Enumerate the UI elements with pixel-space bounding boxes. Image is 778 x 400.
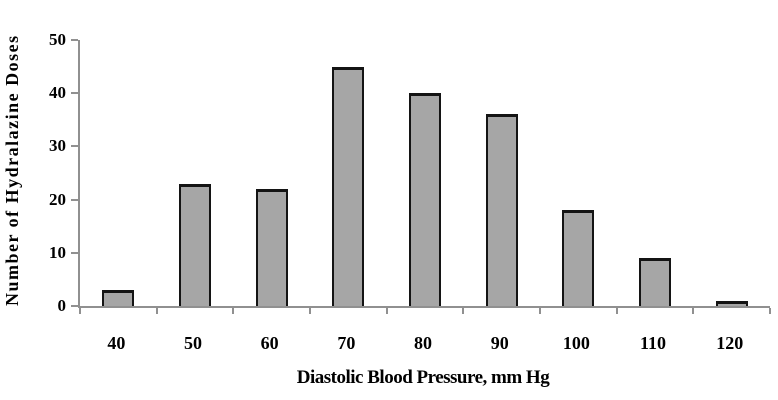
y-axis-tick: [71, 305, 78, 307]
x-axis-tick: [769, 308, 771, 314]
y-tick-label: 20: [49, 189, 66, 209]
x-tick-label: 110: [640, 333, 667, 353]
y-tick-label: 40: [49, 83, 66, 103]
y-tick-label: 0: [57, 296, 67, 315]
y-tick-label: 30: [49, 136, 66, 156]
x-axis-tick: [692, 308, 695, 314]
y-tick-label: 50: [49, 30, 66, 49]
bar-50: [179, 183, 211, 306]
x-axis-tick: [615, 308, 618, 314]
x-axis-tick: [385, 308, 388, 314]
bar-110: [639, 258, 671, 306]
x-tick-label: 50: [184, 333, 202, 353]
x-tick-label: 60: [260, 333, 279, 353]
y-axis-tick: [71, 39, 78, 41]
y-axis-tick: [71, 251, 78, 254]
x-tick-label: 120: [716, 333, 744, 353]
x-tick-label: 90: [490, 333, 509, 353]
plot-area: 0 10 20 30 40 50: [49, 30, 771, 315]
y-tick-label: 10: [49, 242, 66, 262]
bar-70: [332, 66, 365, 306]
x-tick-label: 40: [107, 333, 126, 353]
bar-60: [255, 188, 288, 306]
x-axis-title: Diastolic Blood Pressure, mm Hg: [296, 367, 550, 388]
y-axis-title: Number of Hydralazine Doses: [2, 34, 22, 306]
y-axis-tick: [71, 145, 78, 148]
x-axis-tick: [539, 308, 541, 314]
y-axis-tick: [71, 92, 78, 95]
x-tick-label: 70: [337, 333, 356, 353]
x-tick-label: 100: [562, 333, 590, 353]
x-tick-label: 80: [414, 333, 433, 353]
x-axis-tick: [155, 308, 158, 314]
x-axis-tick: [462, 308, 465, 314]
x-axis-tick: [232, 308, 235, 314]
bar-100: [562, 210, 595, 306]
bar-40: [102, 290, 135, 306]
bar-90: [485, 114, 518, 306]
x-axis-tick: [79, 308, 81, 314]
x-axis-tick: [309, 308, 311, 314]
y-axis-tick: [71, 198, 78, 201]
x-axis-labels: 40 50 60 70 80 90 100 110 120: [78, 332, 768, 354]
bar-80: [409, 93, 441, 306]
bar-120: [715, 300, 748, 306]
